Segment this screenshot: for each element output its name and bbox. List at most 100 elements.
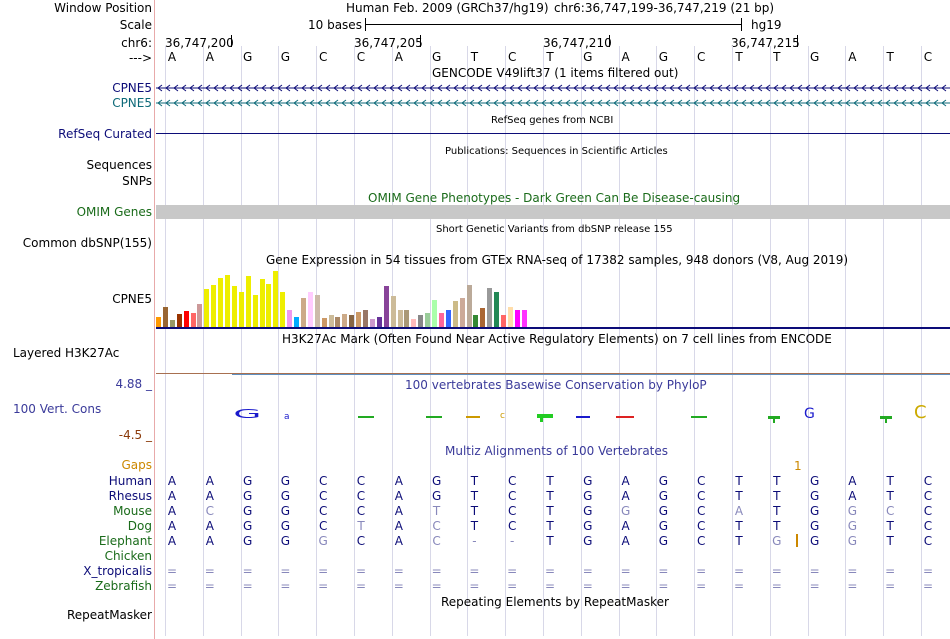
gtex-tissue-bar[interactable] bbox=[521, 309, 527, 327]
gtex-tissue-bar[interactable] bbox=[183, 310, 189, 327]
gene-feature-cpne5-2[interactable] bbox=[156, 97, 950, 109]
maf-species-label[interactable]: Rhesus bbox=[108, 489, 152, 503]
track-label-sequences[interactable]: Sequences bbox=[86, 158, 152, 172]
gtex-tissue-bar[interactable] bbox=[197, 303, 203, 327]
gtex-tissue-bar[interactable] bbox=[425, 312, 431, 327]
track-label-repeatmasker[interactable]: RepeatMasker bbox=[66, 608, 152, 622]
maf-base: = bbox=[318, 564, 329, 578]
gtex-tissue-bar[interactable] bbox=[369, 318, 375, 327]
gtex-tissue-bar[interactable] bbox=[266, 284, 272, 327]
gtex-tissue-bar[interactable] bbox=[204, 289, 210, 327]
maf-species-label[interactable]: Chicken bbox=[104, 549, 152, 563]
maf-species-label[interactable]: Mouse bbox=[113, 504, 152, 518]
gtex-tissue-bar[interactable] bbox=[438, 313, 444, 327]
gtex-tissue-bar[interactable] bbox=[156, 316, 161, 327]
track-label-common-dbsnp[interactable]: Common dbSNP(155) bbox=[22, 236, 152, 250]
gtex-tissue-bar[interactable] bbox=[383, 286, 389, 327]
maf-species-label[interactable]: Zebrafish bbox=[95, 579, 152, 593]
maf-base: C bbox=[356, 504, 366, 518]
h3k27ac-signal-line-2[interactable] bbox=[232, 374, 950, 375]
gtex-tissue-bar[interactable] bbox=[307, 292, 313, 327]
track-label-layered-h3k27ac[interactable]: Layered H3K27Ac bbox=[13, 346, 120, 360]
gtex-tissue-bar[interactable] bbox=[507, 307, 513, 327]
gtex-tissue-bar[interactable] bbox=[162, 306, 168, 327]
gtex-tissue-bar[interactable] bbox=[287, 309, 293, 327]
gtex-tissue-bar[interactable] bbox=[473, 315, 479, 327]
gtex-tissue-bar[interactable] bbox=[259, 279, 265, 327]
gtex-tissue-bar[interactable] bbox=[397, 309, 403, 327]
gtex-tissue-bar[interactable] bbox=[480, 308, 486, 327]
reference-base: G bbox=[242, 50, 253, 64]
maf-base: C bbox=[923, 504, 933, 518]
track-label-refseq-curated[interactable]: RefSeq Curated bbox=[58, 127, 152, 141]
gtex-tissue-bar[interactable] bbox=[280, 292, 286, 327]
gtex-tissue-bar[interactable] bbox=[349, 315, 355, 327]
gtex-tissue-bar[interactable] bbox=[466, 285, 472, 327]
gtex-tissue-bar[interactable] bbox=[376, 316, 382, 327]
track-label-cpne5-gencode-2[interactable]: CPNE5 bbox=[112, 96, 152, 110]
gtex-tissue-bar[interactable] bbox=[411, 318, 417, 327]
maf-base: T bbox=[470, 504, 479, 518]
gtex-tissue-bar[interactable] bbox=[176, 314, 182, 327]
maf-base: C bbox=[885, 504, 895, 518]
maf-species-label[interactable]: Human bbox=[108, 474, 152, 488]
gtex-tissue-bar[interactable] bbox=[363, 309, 368, 327]
gtex-tissue-bar[interactable] bbox=[452, 301, 458, 327]
gtex-tissue-bar[interactable] bbox=[252, 295, 258, 327]
position-readout: chr6:36,747,199-36,747,219 (21 bp) bbox=[554, 1, 775, 15]
gene-feature-cpne5[interactable] bbox=[156, 82, 950, 94]
maf-base: A bbox=[848, 489, 857, 503]
gtex-tissue-bar[interactable] bbox=[294, 316, 299, 327]
gtex-tissue-bar[interactable] bbox=[225, 274, 230, 327]
gtex-tissue-bar[interactable] bbox=[238, 292, 244, 327]
phylop-logo-track[interactable]: G a c G C bbox=[156, 400, 950, 424]
gtex-tissue-bar[interactable] bbox=[231, 286, 237, 327]
gtex-tissue-bar[interactable] bbox=[314, 295, 320, 327]
maf-base: A bbox=[394, 489, 403, 503]
reference-base: C bbox=[507, 50, 517, 64]
track-label-snps[interactable]: SNPs bbox=[122, 174, 152, 188]
gtex-tissue-bar[interactable] bbox=[321, 318, 327, 327]
gtex-tissue-bar[interactable] bbox=[501, 315, 506, 327]
gtex-tissue-bar[interactable] bbox=[514, 309, 520, 327]
maf-species-label[interactable]: Elephant bbox=[98, 534, 152, 548]
track-label-cpne5-gencode[interactable]: CPNE5 bbox=[112, 81, 152, 95]
gtex-bar-chart[interactable] bbox=[155, 268, 950, 329]
gtex-tissue-bar[interactable] bbox=[245, 275, 251, 327]
gtex-tissue-bar[interactable] bbox=[390, 295, 396, 327]
maf-base: C bbox=[696, 489, 706, 503]
gtex-tissue-bar[interactable] bbox=[342, 314, 348, 327]
gtex-tissue-bar[interactable] bbox=[273, 271, 279, 327]
maf-base: = bbox=[469, 564, 480, 578]
gtex-tissue-bar[interactable] bbox=[356, 311, 362, 327]
phylop-logo: G a c G C bbox=[233, 402, 927, 423]
gtex-tissue-bar[interactable] bbox=[211, 285, 217, 327]
gtex-tissue-bar[interactable] bbox=[169, 320, 175, 327]
svg-text:C: C bbox=[914, 402, 927, 423]
gtex-tissue-bar[interactable] bbox=[432, 300, 437, 327]
gtex-tissue-bar[interactable] bbox=[190, 312, 196, 327]
maf-species-label[interactable]: Dog bbox=[127, 519, 152, 533]
omim-gene-feature[interactable] bbox=[156, 205, 950, 219]
base-grid-line bbox=[202, 46, 204, 636]
maf-species-label[interactable]: X_tropicalis bbox=[83, 564, 152, 578]
track-label-100-vert-cons[interactable]: 100 Vert. Cons bbox=[13, 402, 102, 416]
h3k27ac-signal-line[interactable] bbox=[156, 373, 950, 374]
multiz-track-title: Multiz Alignments of 100 Vertebrates bbox=[445, 444, 669, 458]
gtex-tissue-bar[interactable] bbox=[445, 309, 451, 327]
track-label-omim-genes[interactable]: OMIM Genes bbox=[76, 205, 152, 219]
gtex-tissue-bar[interactable] bbox=[459, 298, 465, 327]
gtex-tissue-bar[interactable] bbox=[328, 315, 334, 327]
gtex-tissue-bar[interactable] bbox=[404, 309, 410, 327]
refseq-gene-line[interactable] bbox=[156, 133, 950, 134]
gtex-tissue-bar[interactable] bbox=[300, 298, 306, 327]
gtex-tissue-bar[interactable] bbox=[418, 315, 424, 327]
gtex-tissue-bar[interactable] bbox=[335, 316, 341, 327]
base-grid-line bbox=[656, 46, 658, 636]
track-label-gtex-cpne5[interactable]: CPNE5 bbox=[112, 292, 152, 306]
gtex-tissue-bar[interactable] bbox=[487, 287, 493, 327]
maf-base: = bbox=[393, 564, 404, 578]
gtex-tissue-bar[interactable] bbox=[494, 292, 500, 327]
gtex-tissue-bar[interactable] bbox=[218, 277, 224, 327]
